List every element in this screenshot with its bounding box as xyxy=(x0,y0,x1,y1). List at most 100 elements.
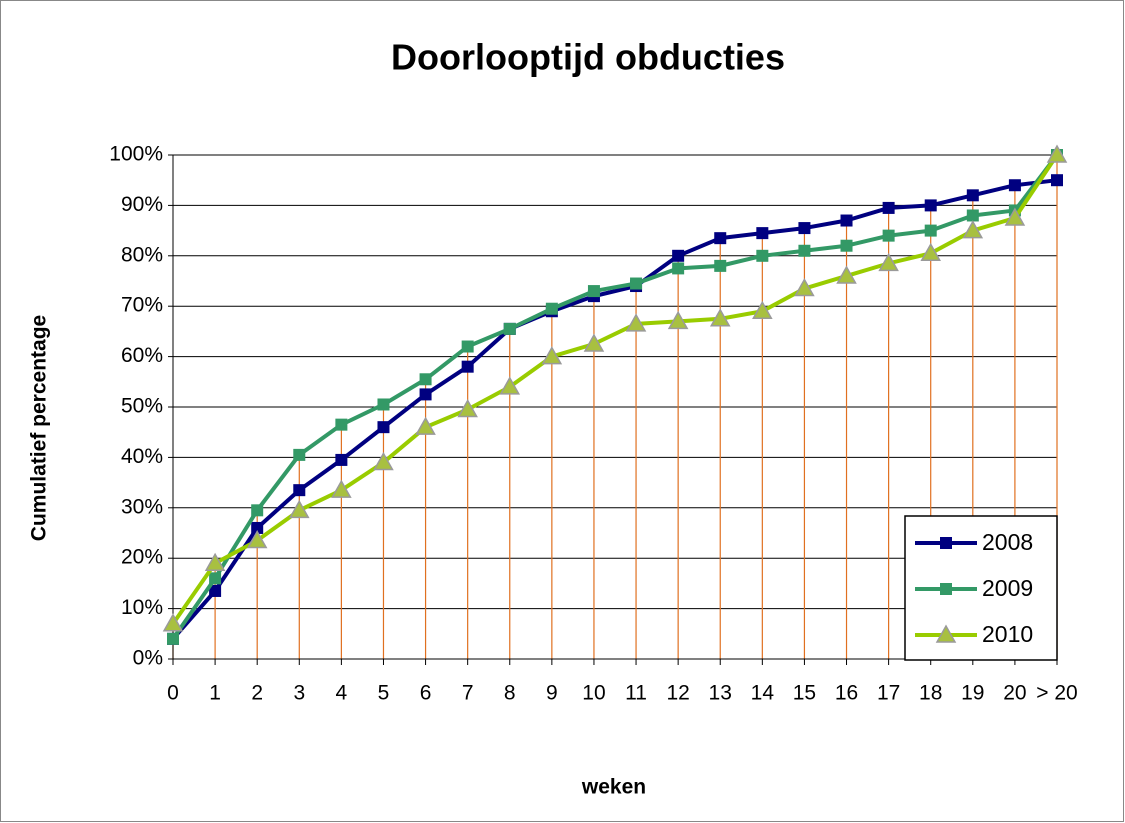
x-tick-label: 13 xyxy=(709,682,732,705)
marker xyxy=(924,224,937,237)
marker xyxy=(461,360,474,373)
y-tick-label: 60% xyxy=(121,344,163,367)
marker xyxy=(583,333,605,352)
x-tick-label: 6 xyxy=(420,682,432,705)
y-tick-label: 30% xyxy=(121,495,163,518)
marker xyxy=(962,220,984,239)
y-tick-label: 90% xyxy=(121,193,163,216)
x-tick-label: 7 xyxy=(462,682,474,705)
marker xyxy=(499,376,521,395)
marker xyxy=(625,313,647,332)
marker xyxy=(1051,174,1063,187)
x-tick-label: 20 xyxy=(1003,682,1026,705)
marker xyxy=(251,504,264,517)
y-tick-label: 0% xyxy=(133,647,163,670)
marker xyxy=(541,346,563,365)
marker xyxy=(335,453,348,466)
marker xyxy=(377,421,390,434)
x-tick-label: 8 xyxy=(504,682,516,705)
marker xyxy=(882,229,895,242)
y-tick-label: 20% xyxy=(121,546,163,569)
x-tick-label: 15 xyxy=(793,682,816,705)
marker xyxy=(419,388,432,401)
marker xyxy=(840,214,853,227)
x-tick-label: 14 xyxy=(751,682,775,705)
x-tick-label: 18 xyxy=(919,682,942,705)
y-tick-label: 40% xyxy=(121,445,163,468)
marker xyxy=(246,530,268,549)
marker xyxy=(331,479,352,498)
x-tick-label: 4 xyxy=(336,682,348,705)
legend-label: 2009 xyxy=(982,575,1033,601)
y-tick-label: 100% xyxy=(109,143,163,166)
y-tick-label: 80% xyxy=(121,243,163,266)
marker xyxy=(714,232,727,245)
marker xyxy=(878,252,899,272)
marker xyxy=(293,484,306,497)
marker xyxy=(756,249,769,262)
marker xyxy=(419,373,432,386)
series-line xyxy=(171,153,1059,625)
y-tick-label: 10% xyxy=(121,596,163,619)
marker xyxy=(966,209,979,222)
x-axis-label: weken xyxy=(581,776,646,799)
marker xyxy=(752,300,773,319)
y-tick-label: 70% xyxy=(121,294,163,317)
marker xyxy=(672,262,685,275)
marker xyxy=(756,227,769,240)
marker xyxy=(840,239,853,252)
marker xyxy=(667,310,689,330)
x-tick-label: 12 xyxy=(666,682,689,705)
x-tick-label: 9 xyxy=(546,682,558,705)
legend-marker xyxy=(935,624,957,643)
marker xyxy=(882,201,895,214)
marker xyxy=(162,613,184,632)
marker xyxy=(289,499,310,519)
marker xyxy=(1046,144,1068,163)
marker xyxy=(1004,207,1026,226)
x-tick-label: 3 xyxy=(293,682,305,705)
marker xyxy=(503,322,516,335)
y-tick-label: 50% xyxy=(121,395,163,418)
marker xyxy=(373,451,394,471)
marker xyxy=(209,584,222,597)
marker xyxy=(415,416,436,435)
marker xyxy=(457,398,478,418)
marker xyxy=(167,632,179,645)
legend-label: 2008 xyxy=(982,529,1033,555)
marker xyxy=(714,259,727,272)
marker xyxy=(293,448,306,461)
legend-marker xyxy=(940,583,952,595)
x-tick-label: 1 xyxy=(209,682,221,705)
x-tick-label: 17 xyxy=(877,682,900,705)
series-line xyxy=(171,153,1059,640)
marker xyxy=(798,244,811,257)
marker xyxy=(920,242,941,262)
y-axis-label: Cumulatief percentage xyxy=(28,315,51,541)
x-tick-label: 2 xyxy=(251,682,263,705)
marker xyxy=(630,277,643,290)
series-line xyxy=(171,178,1058,641)
marker xyxy=(204,552,226,571)
marker xyxy=(672,249,685,262)
x-tick-label: 19 xyxy=(961,682,984,705)
legend-marker xyxy=(940,537,952,549)
marker xyxy=(836,265,857,284)
x-tick-label: > 20 xyxy=(1036,682,1077,705)
x-tick-label: 0 xyxy=(167,682,179,705)
x-tick-label: 11 xyxy=(625,682,647,705)
legend-label: 2010 xyxy=(982,621,1033,647)
marker xyxy=(1008,179,1021,192)
x-tick-label: 10 xyxy=(582,682,605,705)
marker xyxy=(587,285,600,298)
marker xyxy=(794,278,815,297)
marker xyxy=(924,199,937,212)
marker xyxy=(209,572,222,585)
marker xyxy=(798,222,811,235)
x-tick-label: 16 xyxy=(835,682,858,705)
marker xyxy=(377,398,390,411)
x-tick-label: 5 xyxy=(378,682,390,705)
marker xyxy=(966,189,979,202)
